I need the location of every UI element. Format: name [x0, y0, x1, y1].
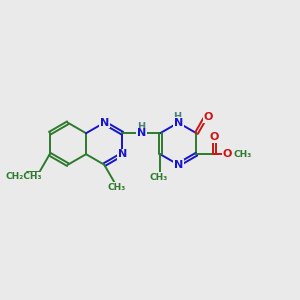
Text: CH₂CH₃: CH₂CH₃	[5, 172, 42, 181]
Text: N: N	[100, 118, 109, 128]
Text: CH₃: CH₃	[234, 150, 252, 159]
Text: CH₃: CH₃	[150, 173, 168, 182]
Text: N: N	[118, 149, 127, 159]
Text: N: N	[174, 160, 183, 170]
Text: O: O	[223, 149, 232, 159]
Text: N: N	[136, 128, 146, 138]
Text: O: O	[210, 132, 219, 142]
Text: H: H	[137, 122, 145, 132]
Text: CH₃: CH₃	[108, 183, 126, 192]
Text: O: O	[204, 112, 213, 122]
Text: N: N	[174, 118, 183, 128]
Text: H: H	[173, 112, 181, 122]
